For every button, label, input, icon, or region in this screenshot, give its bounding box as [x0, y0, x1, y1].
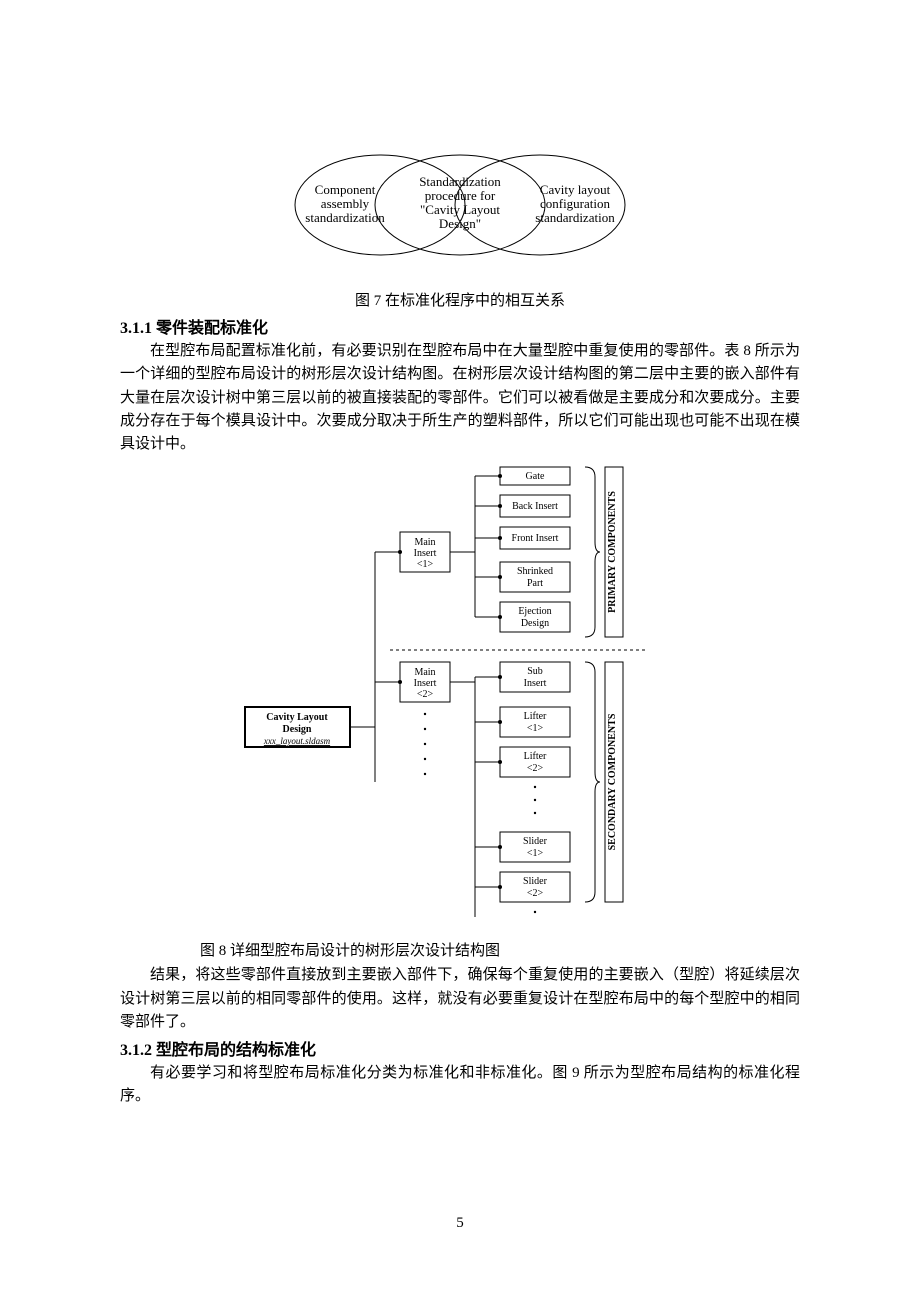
main2-l3: <2> — [417, 689, 434, 700]
venn-right-l3: standardization — [535, 210, 615, 225]
secondary-components-label: SECONDARY COMPONENTS — [607, 713, 618, 850]
venn-right-l2: configuration — [540, 196, 611, 211]
venn-mid-l3: "Cavity Layout — [420, 202, 500, 217]
lifter1-l2: <1> — [527, 723, 544, 734]
paragraph-2: 结果，将这些零部件直接放到主要嵌入部件下，确保每个重复使用的主要嵌入（型腔）将延… — [120, 964, 800, 1034]
ejection-l1: Ejection — [518, 606, 551, 617]
venn-left-l1: Component — [315, 182, 376, 197]
subinsert-l1: Sub — [527, 666, 543, 677]
slider1-l2: <1> — [527, 848, 544, 859]
venn-mid-l2: procedure for — [425, 188, 496, 203]
lifter2-l2: <2> — [527, 763, 544, 774]
venn-mid-l1: Standardization — [419, 174, 501, 189]
venn-left-l2: assembly — [321, 196, 370, 211]
tree-svg: Cavity Layout Design xxx_layout.sldasm M… — [240, 462, 680, 932]
figure-7-caption: 图 7 在标准化程序中的相互关系 — [120, 289, 800, 310]
page: Component assembly standardization Stand… — [0, 0, 920, 1302]
heading-3-1-1: 3.1.1 零件装配标准化 — [120, 314, 800, 338]
heading-3-1-2: 3.1.2 型腔布局的结构标准化 — [120, 1036, 800, 1060]
figure-8-tree: Cavity Layout Design xxx_layout.sldasm M… — [120, 462, 800, 937]
main1-l3: <1> — [417, 559, 434, 570]
slider1-l1: Slider — [523, 836, 548, 847]
figure-8-caption: 图 8 详细型腔布局设计的树形层次设计结构图 — [120, 939, 800, 960]
main2-l2: Insert — [414, 678, 437, 689]
lifter2-l1: Lifter — [524, 751, 547, 762]
main1-l1: Main — [414, 537, 435, 548]
main2-l1: Main — [414, 667, 435, 678]
venn-left-l3: standardization — [305, 210, 385, 225]
primary-components-label: PRIMARY COMPONENTS — [607, 491, 618, 613]
venn-mid-l4: Design" — [439, 216, 481, 231]
main1-l2: Insert — [414, 548, 437, 559]
shrinked-l2: Part — [527, 578, 543, 589]
slider2-l2: <2> — [527, 888, 544, 899]
paragraph-1: 在型腔布局配置标准化前，有必要识别在型腔布局中在大量型腔中重复使用的零部件。表 … — [120, 340, 800, 456]
ejection-l2: Design — [521, 618, 549, 629]
root-l1: Cavity Layout — [266, 712, 328, 723]
root-l2: Design — [283, 724, 312, 735]
figure-7-venn: Component assembly standardization Stand… — [120, 130, 800, 285]
lifter1-l1: Lifter — [524, 711, 547, 722]
venn-svg: Component assembly standardization Stand… — [270, 130, 650, 280]
venn-right-l1: Cavity layout — [540, 182, 611, 197]
page-number: 5 — [0, 1215, 920, 1232]
back-insert-label: Back Insert — [512, 501, 558, 512]
slider2-l1: Slider — [523, 876, 548, 887]
root-l3: xxx_layout.sldasm — [263, 736, 331, 746]
paragraph-3: 有必要学习和将型腔布局标准化分类为标准化和非标准化。图 9 所示为型腔布局结构的… — [120, 1062, 800, 1109]
front-insert-label: Front Insert — [512, 533, 559, 544]
subinsert-l2: Insert — [524, 678, 547, 689]
gate-label: Gate — [526, 471, 545, 482]
shrinked-l1: Shrinked — [517, 566, 553, 577]
